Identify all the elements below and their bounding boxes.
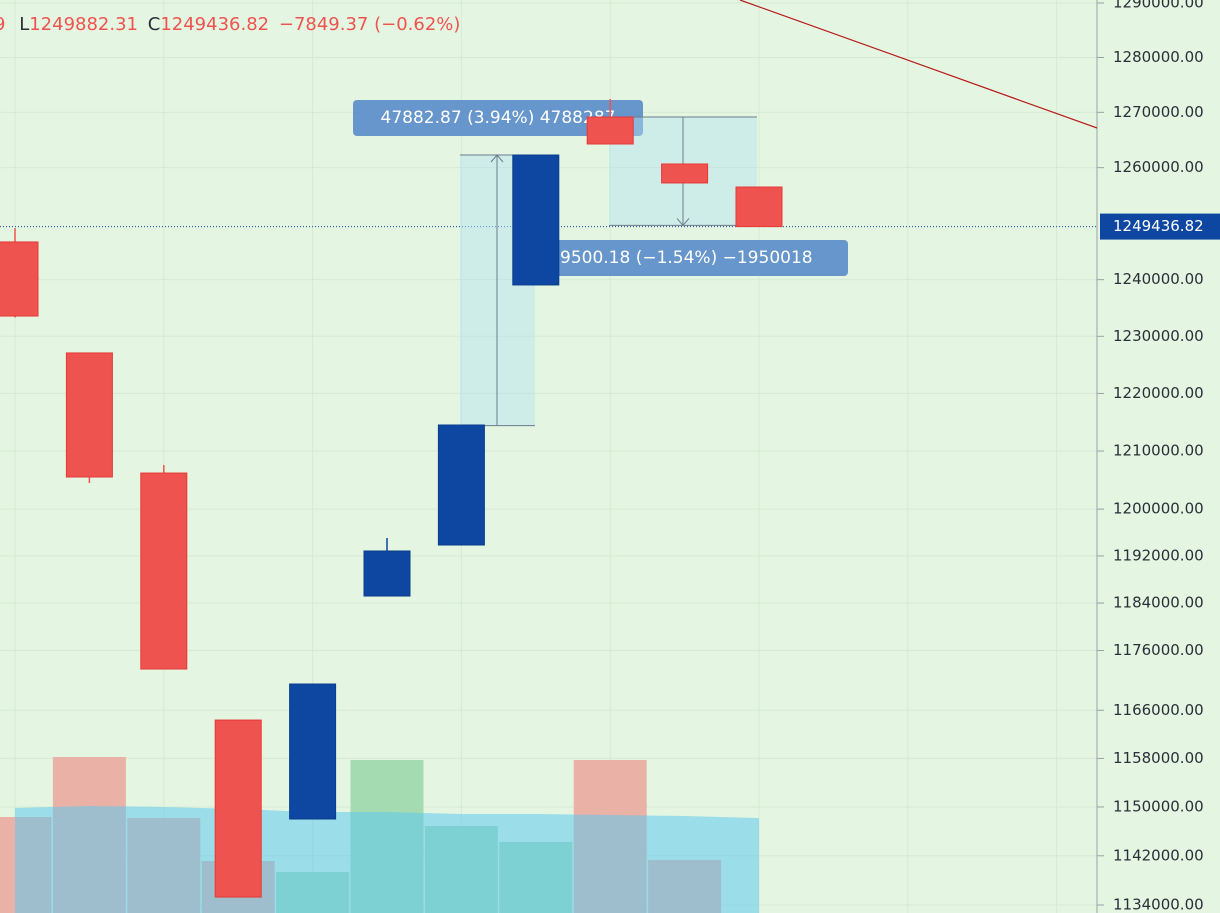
- candle-body: [586, 116, 634, 145]
- y-tick-label: 1210000.00: [1113, 442, 1204, 460]
- header-close-label: C: [148, 14, 161, 35]
- last-price-box: [1100, 213, 1220, 240]
- header-low: 1249882.31: [29, 14, 138, 35]
- measure-label-box: [548, 240, 848, 276]
- candle-body: [437, 424, 485, 546]
- candle-body: [0, 241, 39, 317]
- volume-ma-area: [15, 806, 759, 913]
- y-tick-label: 1200000.00: [1113, 500, 1204, 518]
- y-tick-label: 1150000.00: [1113, 797, 1204, 815]
- header-close: 1249436.82: [160, 14, 269, 35]
- header-prev: 9: [0, 14, 5, 35]
- measure-label: 47882.87 (3.94%) 4788287: [381, 108, 616, 128]
- ohlc-header: 9 L1249882.31 C1249436.82 −7849.37 (−0.6…: [0, 14, 460, 35]
- candle-body: [363, 550, 411, 597]
- y-tick-label: 1230000.00: [1113, 327, 1204, 345]
- y-tick-label: 1290000.00: [1113, 0, 1204, 12]
- y-tick-label: 1280000.00: [1113, 48, 1204, 66]
- y-tick-label: 1184000.00: [1113, 594, 1204, 612]
- y-tick-label: 1270000.00: [1113, 103, 1204, 121]
- last-price-label: 1249436.82: [1113, 217, 1204, 235]
- header-low-label: L: [19, 14, 29, 35]
- measure-label: 9500.18 (−1.54%) −1950018: [560, 248, 813, 268]
- candle-body: [140, 472, 188, 670]
- price-axis: 1290000.00 1280000.00 1270000.00 1260000.00…: [1097, 0, 1220, 913]
- y-tick-label: 1260000.00: [1113, 158, 1204, 176]
- y-tick-label: 1166000.00: [1113, 701, 1204, 719]
- candle-body: [65, 352, 113, 478]
- y-tick-label: 1220000.00: [1113, 384, 1204, 402]
- y-tick-label: 1176000.00: [1113, 641, 1204, 659]
- y-tick-label: 1142000.00: [1113, 846, 1204, 864]
- measure-arrowhead: [490, 154, 504, 163]
- trend-line: [739, 0, 1098, 129]
- y-tick-label: 1158000.00: [1113, 749, 1204, 767]
- candle-body: [661, 163, 709, 184]
- candle-body: [289, 683, 337, 820]
- measure-label-box: [353, 100, 643, 136]
- plot-area: 47882.87 (3.94%) 4788287 9500.18 (−1.54%)…: [0, 99, 1097, 913]
- y-tick-label: 1134000.00: [1113, 896, 1204, 913]
- measure-arrowhead: [676, 218, 690, 227]
- y-tick-label: 1240000.00: [1113, 270, 1204, 288]
- header-change: −7849.37 (−0.62%): [279, 14, 461, 35]
- y-tick-label: 1192000.00: [1113, 546, 1204, 564]
- candle-body: [214, 719, 262, 898]
- candle-body: [512, 154, 560, 286]
- candle-body: [735, 186, 783, 228]
